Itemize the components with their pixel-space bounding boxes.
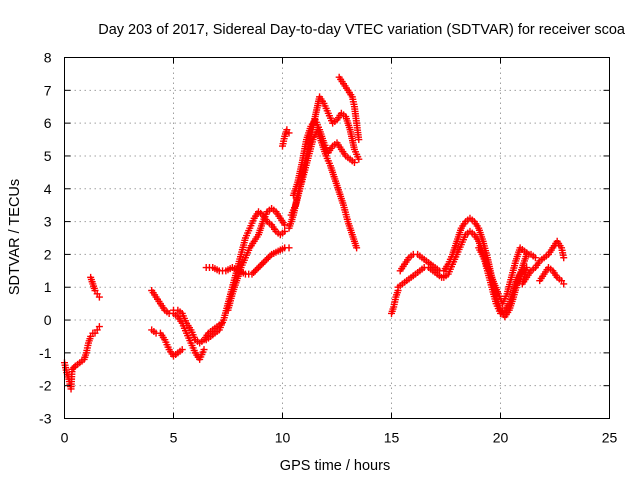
data-point <box>253 265 261 273</box>
x-tick-labels: 0 5 10 15 20 25 <box>61 430 618 446</box>
data-point <box>200 346 208 354</box>
x-tick-label: 20 <box>493 430 509 446</box>
data-point <box>285 244 293 252</box>
data-point <box>281 221 289 229</box>
y-tick-label: -3 <box>39 411 52 427</box>
x-axis-label: GPS time / hours <box>280 458 390 474</box>
chart-title: Day 203 of 2017, Sidereal Day-to-day VTE… <box>98 22 626 38</box>
y-tick-label: 8 <box>44 50 52 66</box>
data-point <box>251 267 259 275</box>
data-point <box>263 255 271 263</box>
x-tick-label: 0 <box>61 430 69 446</box>
data-point <box>355 136 363 144</box>
data-point <box>353 244 361 252</box>
data-point <box>258 260 266 268</box>
y-tick-label: 4 <box>44 181 52 197</box>
data-point <box>259 259 267 267</box>
data-point <box>264 254 272 262</box>
data-point <box>281 227 289 235</box>
data-point <box>250 268 258 276</box>
data-point <box>178 346 186 354</box>
data-point <box>95 323 103 331</box>
y-axis-label: SDTVAR / TECUs <box>7 179 23 295</box>
y-tick-label: 1 <box>44 279 52 295</box>
y-tick-label: 7 <box>44 82 52 98</box>
data-point <box>255 264 263 272</box>
y-tick-label: -1 <box>39 345 52 361</box>
data-point <box>350 159 358 167</box>
x-tick-label: 25 <box>602 430 618 446</box>
grid-lines <box>64 57 610 419</box>
data-point <box>256 262 264 270</box>
y-tick-label: 3 <box>44 214 52 230</box>
y-tick-label: 0 <box>44 312 52 328</box>
data-point <box>355 155 363 163</box>
x-tick-label: 15 <box>384 430 400 446</box>
data-point <box>531 254 539 262</box>
y-tick-label: 2 <box>44 246 52 262</box>
y-tick-label: 6 <box>44 115 52 131</box>
data-point <box>261 257 269 265</box>
x-tick-label: 5 <box>170 430 178 446</box>
data-point <box>560 280 568 288</box>
data-points <box>61 73 568 393</box>
data-point <box>525 250 533 258</box>
data-point <box>95 293 103 301</box>
data-point <box>560 254 568 262</box>
data-point <box>285 129 293 137</box>
y-tick-labels: -3 -2 -1 0 1 2 3 4 5 6 7 8 <box>39 50 52 427</box>
y-tick-label: -2 <box>39 378 52 394</box>
x-tick-label: 10 <box>275 430 291 446</box>
plot-frame <box>64 57 610 419</box>
data-point <box>248 270 256 278</box>
axis-ticks <box>64 57 610 419</box>
y-tick-label: 5 <box>44 148 52 164</box>
